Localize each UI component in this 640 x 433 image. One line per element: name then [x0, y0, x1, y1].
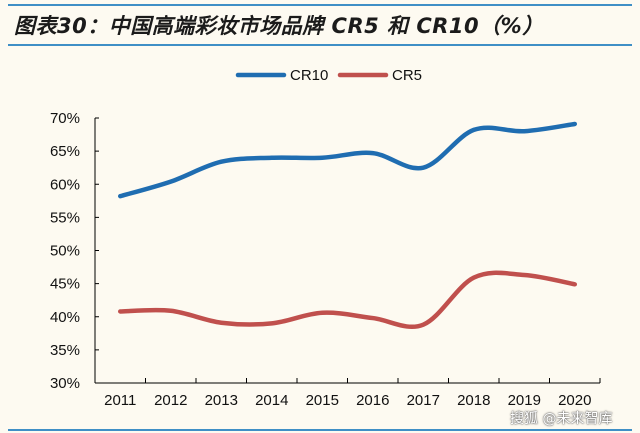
y-tick-label: 60%: [50, 176, 80, 193]
x-tick-label: 2020: [558, 392, 591, 409]
y-tick-label: 70%: [50, 110, 80, 127]
legend-label-cr5: CR5: [392, 67, 422, 84]
x-tick-label: 2011: [104, 392, 136, 409]
bottom-rule: [8, 429, 632, 431]
title-rule: [8, 44, 632, 46]
x-tick-label: 2015: [306, 392, 339, 409]
y-tick-label: 40%: [50, 309, 80, 326]
legend-label-cr10: CR10: [290, 67, 328, 84]
y-tick-label: 50%: [50, 243, 80, 260]
x-tick-label: 2019: [508, 392, 541, 409]
top-rule: [8, 4, 632, 6]
series-line-cr5: [118, 270, 577, 330]
x-tick-label: 2018: [457, 392, 490, 409]
y-tick-label: 55%: [50, 209, 80, 226]
chart-title: 图表30：中国高端彩妆市场品牌 CR5 和 CR10（%）: [14, 14, 544, 38]
y-tick-label: 45%: [50, 276, 80, 293]
x-tick-label: 2012: [154, 392, 187, 409]
y-tick-label: 30%: [50, 375, 80, 392]
x-tick-label: 2013: [205, 392, 238, 409]
x-tick-label: 2014: [255, 392, 288, 409]
y-tick-label: 65%: [50, 143, 80, 160]
y-tick-label: 35%: [50, 342, 80, 359]
watermark: 搜狐 @未来智库: [510, 411, 613, 427]
x-tick-label: 2017: [407, 392, 440, 409]
series-line-cr10: [118, 121, 577, 199]
x-tick-label: 2016: [356, 392, 389, 409]
